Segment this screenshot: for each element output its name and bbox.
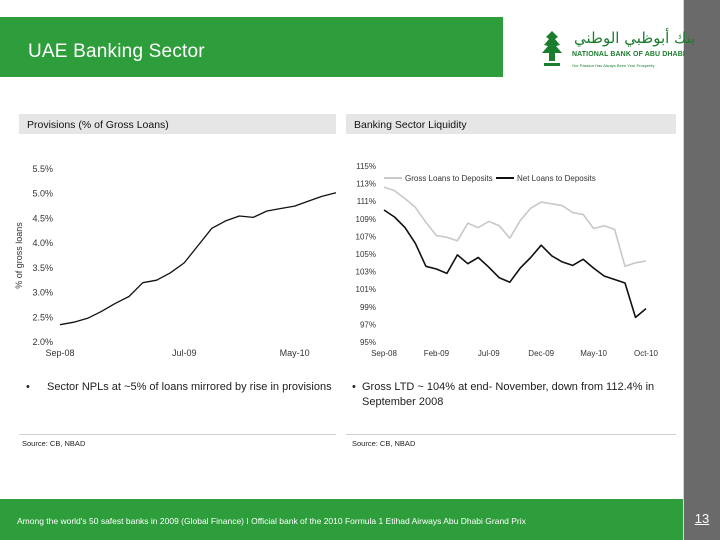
liquidity-commentary: • Gross LTD ~ 104% at end- November, dow… [352, 380, 676, 410]
bullet-marker: • [26, 381, 30, 393]
legend-label: Gross Loans to Deposits [405, 174, 493, 183]
liquidity-panel-header: Banking Sector Liquidity [346, 114, 676, 134]
logo-arabic-text: بنك أبوظبي الوطني [574, 29, 696, 47]
x-tick-label: Sep-08 [371, 349, 397, 358]
x-tick-label: Dec-09 [528, 349, 554, 358]
page-title: UAE Banking Sector [28, 41, 205, 62]
side-strip-divider [683, 0, 684, 540]
y-axis-label: % of gross loans [14, 222, 24, 289]
y-tick-label: 4.0% [32, 238, 53, 248]
liquidity-bullet-text: Gross LTD ~ 104% at end- November, down … [362, 381, 655, 408]
x-tick-label: Feb-09 [424, 349, 450, 358]
y-tick-label: 113% [356, 180, 376, 189]
side-strip [683, 0, 720, 540]
liquidity-source: Source: CB, NBAD [352, 439, 416, 448]
legend-label: Net Loans to Deposits [517, 174, 596, 183]
y-tick-label: 105% [356, 250, 376, 259]
logo-tagline: Our Passion Has Always Been Your Prosper… [572, 63, 655, 68]
y-tick-label: 5.0% [32, 189, 53, 199]
x-tick-label: May-10 [280, 348, 310, 358]
y-tick-label: 109% [356, 215, 376, 224]
y-tick-label: 99% [360, 303, 376, 312]
bullet-marker: • [352, 381, 356, 393]
series-line-net-loans-to-deposits [383, 209, 647, 319]
y-tick-label: 107% [356, 232, 376, 241]
divider [19, 434, 336, 435]
provisions-bullet-text: Sector NPLs at ~5% of loans mirrored by … [47, 381, 332, 393]
y-tick-label: 3.5% [32, 263, 53, 273]
y-tick-label: 111% [357, 197, 376, 206]
provisions-chart: 2.0% 2.5% 3.0% 3.5% 4.0% 4.5% 5.0% 5.5% Sep-08 Ju… [14, 164, 337, 358]
y-tick-label: 101% [356, 285, 376, 294]
title-bar [0, 17, 503, 77]
series-line-gross-loans-to-deposits [383, 186, 647, 268]
provisions-commentary: • Sector NPLs at ~5% of loans mirrored b… [26, 380, 336, 395]
y-tick-label: 5.5% [32, 164, 53, 174]
footer-text: Among the world's 50 safest banks in 200… [17, 516, 526, 526]
emblem-icon [542, 31, 562, 66]
y-tick-label: 4.5% [32, 213, 53, 223]
x-tick-label: Jul-09 [478, 349, 500, 358]
logo-english-text: NATIONAL BANK OF ABU DHABI [572, 51, 685, 58]
nbad-logo: بنك أبوظبي الوطني NATIONAL BANK OF ABU D… [538, 27, 695, 73]
divider [346, 434, 676, 435]
y-tick-label: 97% [360, 320, 376, 329]
provisions-panel-header: Provisions (% of Gross Loans) [19, 114, 336, 134]
liquidity-chart: 95% 97% 99% 101% 103% 105% 107% 109% 111% 113% 115… [356, 162, 659, 358]
x-tick-label: Jul-09 [172, 348, 197, 358]
page-number[interactable]: 13 [694, 511, 710, 526]
y-tick-label: 3.0% [32, 288, 53, 298]
y-tick-label: 115% [356, 162, 376, 171]
provisions-source: Source: CB, NBAD [22, 439, 86, 448]
y-tick-label: 2.0% [32, 337, 53, 347]
y-tick-label: 103% [356, 268, 376, 277]
x-tick-label: Oct-10 [634, 349, 659, 358]
x-tick-label: May-10 [580, 349, 607, 358]
x-tick-label: Sep-08 [45, 348, 74, 358]
footer-bar [0, 499, 683, 540]
series-line-provisions [59, 192, 337, 326]
y-tick-label: 95% [360, 338, 376, 347]
y-tick-label: 2.5% [32, 312, 53, 322]
